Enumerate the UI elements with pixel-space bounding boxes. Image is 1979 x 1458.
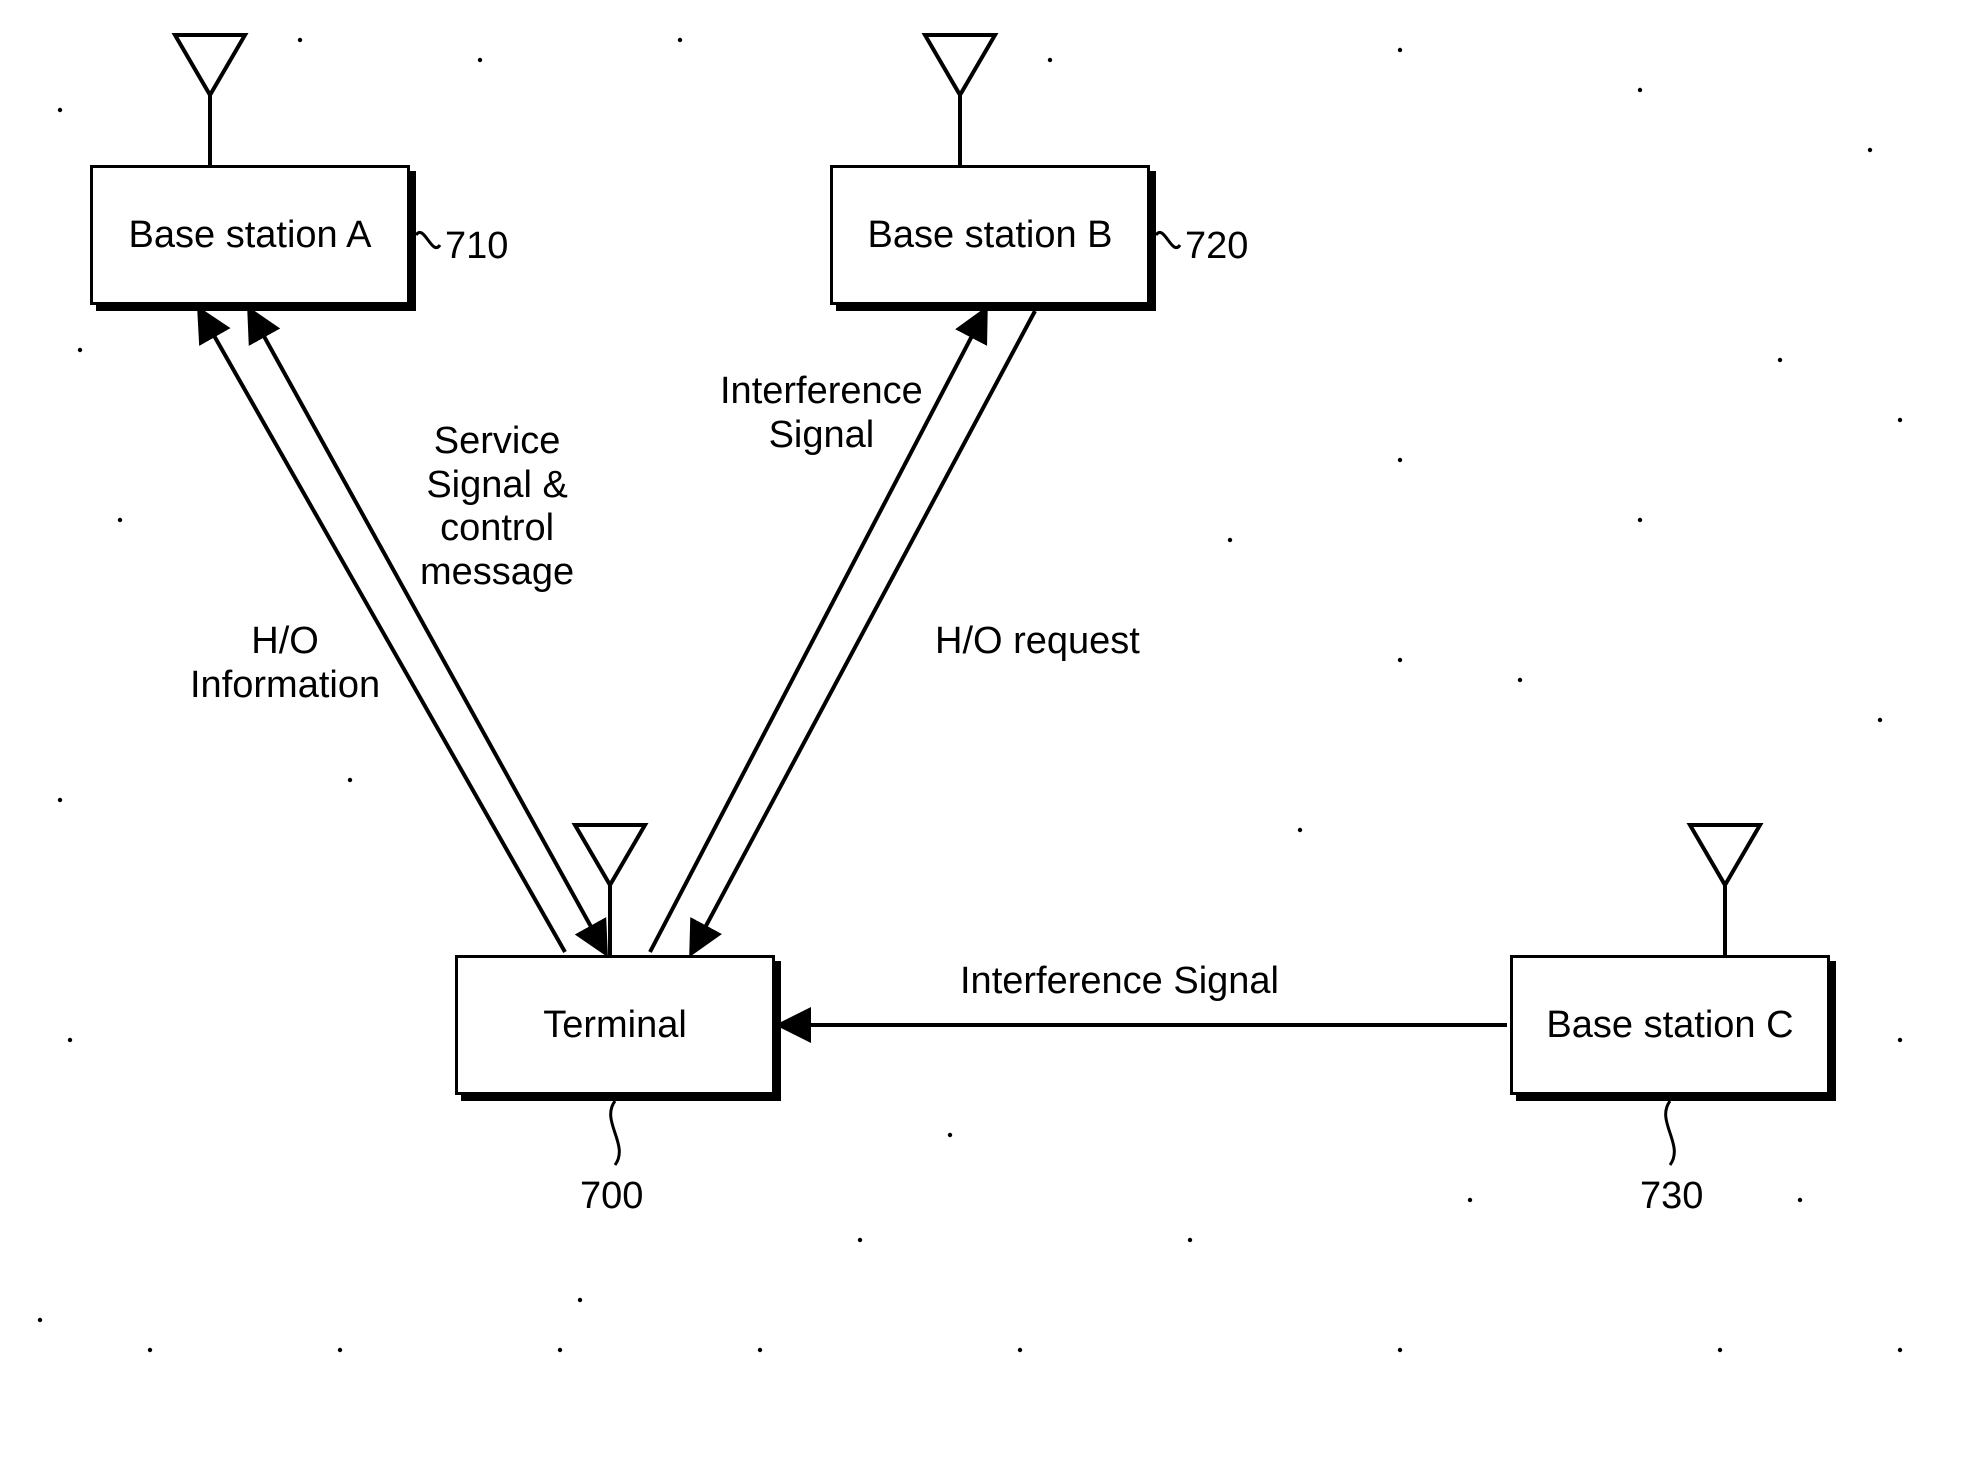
label-service-signal: Service Signal & control message [420,420,574,595]
label-ho-request: H/O request [935,620,1140,664]
base-station-a-box: Base station A [90,165,410,305]
ref-720: 720 [1185,225,1248,268]
ref-730: 730 [1640,1175,1703,1218]
label-ho-information: H/O Information [190,620,380,707]
base-station-c-label: Base station C [1546,1004,1793,1047]
ref-710: 710 [445,225,508,268]
base-station-b-box: Base station B [830,165,1150,305]
label-interference-b: Interference Signal [720,370,923,457]
base-station-a-label: Base station A [129,214,372,257]
ref-700: 700 [580,1175,643,1218]
terminal-box: Terminal [455,955,775,1095]
terminal-label: Terminal [543,1004,687,1047]
base-station-c-box: Base station C [1510,955,1830,1095]
base-station-b-label: Base station B [867,214,1112,257]
label-interference-c: Interference Signal [960,960,1279,1004]
